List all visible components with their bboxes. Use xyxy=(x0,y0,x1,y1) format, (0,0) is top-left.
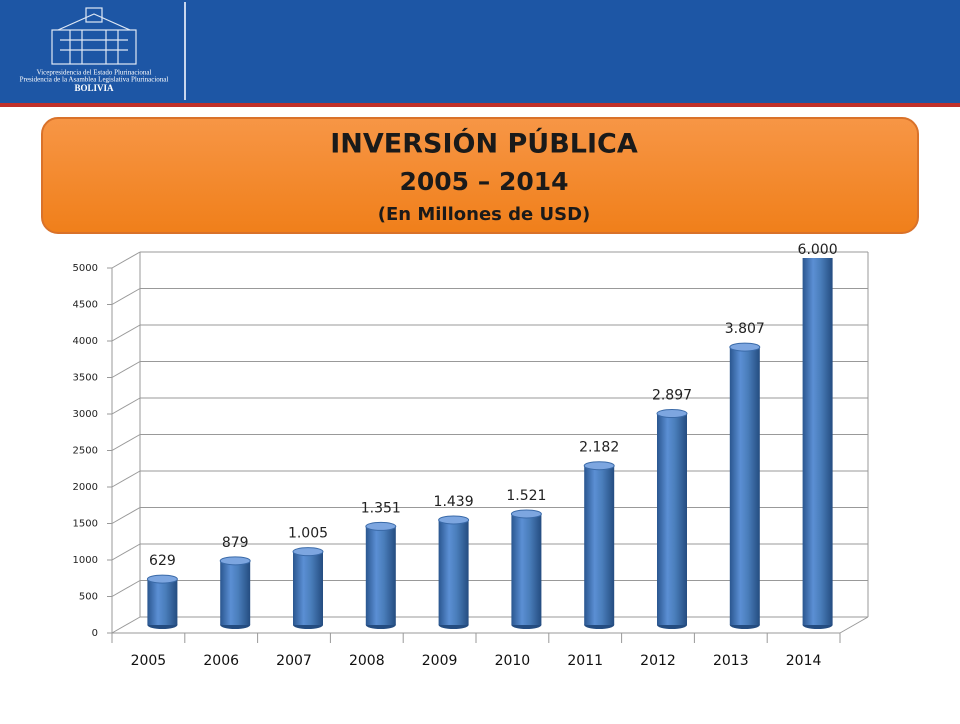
bar-body xyxy=(438,519,469,625)
bar-top xyxy=(438,515,470,525)
bar-top xyxy=(219,556,251,566)
value-label: 6.000 xyxy=(798,242,838,258)
value-label: 1.439 xyxy=(434,494,474,510)
bar-body xyxy=(802,258,833,625)
grid-line xyxy=(111,288,141,305)
value-label: 1.521 xyxy=(506,488,546,504)
bar-body xyxy=(365,526,396,625)
grid-line xyxy=(111,543,141,561)
bar-top xyxy=(729,342,761,352)
x-tick-label: 2012 xyxy=(640,653,676,669)
grid-line xyxy=(111,251,141,269)
logo xyxy=(51,7,137,65)
bar xyxy=(729,342,761,629)
bar-body xyxy=(220,560,251,625)
y-tick-label: 0 xyxy=(92,628,98,639)
bar xyxy=(656,409,688,629)
y-tick-label: 2000 xyxy=(73,482,98,493)
y-tick-label: 2500 xyxy=(73,446,98,457)
bar xyxy=(438,515,470,629)
value-label: 2.182 xyxy=(579,440,619,456)
bar-body xyxy=(584,465,615,625)
bar xyxy=(365,521,397,629)
floor-edge xyxy=(839,616,869,634)
grid-line xyxy=(111,324,141,342)
grid-line xyxy=(111,580,141,597)
y-tick-label: 4500 xyxy=(73,300,98,311)
country: BOLIVIA xyxy=(74,83,114,93)
bar xyxy=(219,556,251,629)
bar-top xyxy=(365,521,397,531)
bar-top xyxy=(583,461,615,471)
grid-line xyxy=(111,434,141,451)
chart-subtitle: 2005 – 2014 xyxy=(399,167,568,196)
org-line2: Presidencia de la Asamblea Legislativa P… xyxy=(20,76,169,84)
unit-note: (En Millones de USD) xyxy=(378,204,591,225)
value-label: 2.897 xyxy=(652,388,692,404)
bar-top xyxy=(292,547,324,557)
bars xyxy=(146,258,833,629)
bar-body xyxy=(511,513,542,625)
y-tick-label: 1500 xyxy=(73,519,98,530)
bar-top xyxy=(146,574,178,584)
bar-body xyxy=(147,579,178,625)
x-tick-label: 2014 xyxy=(786,653,822,669)
bar-top xyxy=(510,509,542,519)
grid-line xyxy=(111,470,141,488)
chart-title: INVERSIÓN PÚBLICA xyxy=(330,128,638,160)
bar xyxy=(292,547,324,629)
grid-line xyxy=(111,616,141,634)
y-tick-label: 1000 xyxy=(73,555,98,566)
bar xyxy=(802,258,833,629)
x-tick-label: 2009 xyxy=(422,653,458,669)
x-tick-label: 2005 xyxy=(131,653,167,669)
x-tick-label: 2008 xyxy=(349,653,385,669)
bar xyxy=(583,461,615,629)
value-label: 879 xyxy=(222,535,249,551)
y-tick-label: 3000 xyxy=(73,409,98,420)
header-stripe xyxy=(0,103,960,107)
x-tick-label: 2007 xyxy=(276,653,312,669)
x-tick-label: 2006 xyxy=(203,653,239,669)
y-tick-label: 5000 xyxy=(73,263,98,274)
y-tick-label: 3500 xyxy=(73,373,98,384)
x-tick-label: 2010 xyxy=(495,653,531,669)
value-label: 1.005 xyxy=(288,526,328,542)
value-label: 1.351 xyxy=(361,500,401,516)
bar-body xyxy=(657,413,687,625)
y-tick-label: 500 xyxy=(79,592,98,603)
y-tick-label: 4000 xyxy=(73,336,98,347)
bar-top xyxy=(656,409,688,419)
grid-line xyxy=(111,361,141,378)
title-box xyxy=(41,117,919,234)
header-band xyxy=(0,0,960,103)
org-line1: Vicepresidencia del Estado Plurinacional xyxy=(37,69,152,77)
bar-body xyxy=(293,551,323,625)
x-tick-label: 2013 xyxy=(713,653,749,669)
value-label: 629 xyxy=(149,553,176,569)
grid-line xyxy=(111,507,141,524)
value-label: 3.807 xyxy=(725,321,765,337)
bar xyxy=(510,509,542,629)
grid-line xyxy=(111,397,141,415)
bar xyxy=(146,574,178,629)
x-tick-label: 2011 xyxy=(567,653,603,669)
bar-body xyxy=(729,347,760,625)
